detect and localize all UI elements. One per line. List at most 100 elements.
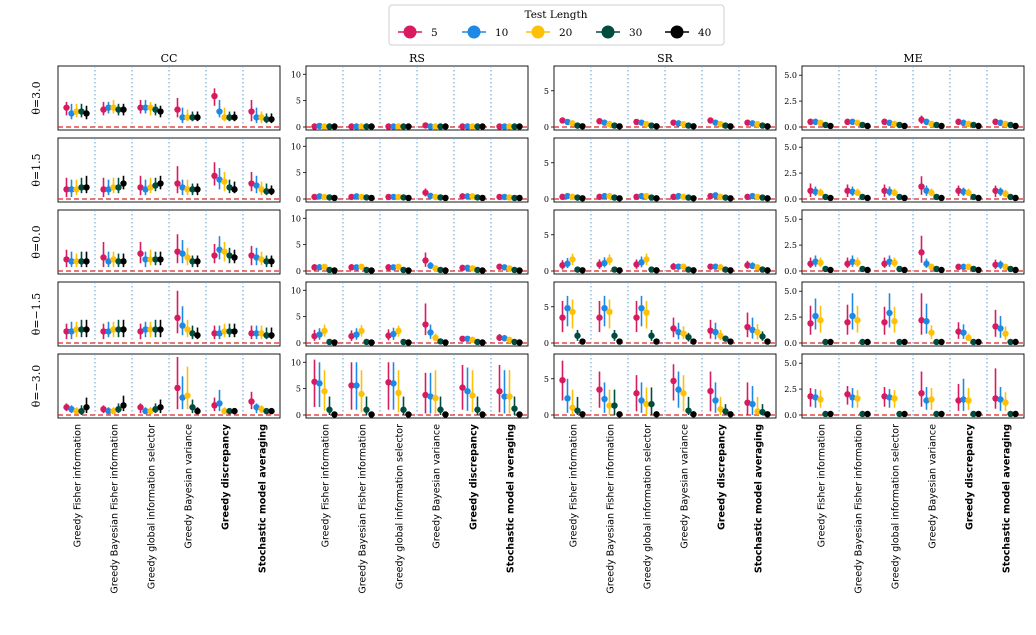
data-point bbox=[263, 407, 270, 415]
data-point bbox=[511, 123, 518, 130]
data-point bbox=[358, 327, 365, 335]
data-point bbox=[501, 193, 508, 201]
data-point bbox=[722, 266, 729, 273]
method-label: Stochastic model averaging bbox=[506, 424, 517, 573]
data-point bbox=[100, 254, 107, 261]
y-tick-label: 0 bbox=[544, 267, 549, 276]
data-point bbox=[653, 123, 660, 130]
data-point bbox=[1002, 190, 1009, 198]
data-point bbox=[400, 123, 407, 130]
data-point bbox=[970, 265, 977, 273]
data-point bbox=[712, 263, 719, 270]
y-tick-label: 10 bbox=[291, 142, 301, 151]
data-point bbox=[685, 194, 692, 201]
data-point bbox=[633, 118, 640, 126]
data-point bbox=[385, 264, 392, 271]
data-point bbox=[881, 118, 888, 126]
data-point bbox=[807, 393, 814, 400]
data-point bbox=[616, 123, 623, 130]
data-point bbox=[749, 192, 756, 200]
data-point bbox=[606, 402, 613, 409]
data-point bbox=[459, 335, 466, 342]
data-point bbox=[479, 194, 486, 202]
data-point bbox=[422, 391, 429, 399]
data-point bbox=[690, 123, 697, 130]
data-point bbox=[268, 332, 275, 339]
data-point bbox=[253, 404, 260, 411]
data-point bbox=[933, 193, 940, 201]
data-point bbox=[137, 328, 144, 335]
data-point bbox=[353, 193, 360, 200]
data-point bbox=[881, 260, 888, 267]
data-point bbox=[707, 387, 714, 395]
data-point bbox=[405, 123, 412, 130]
data-point bbox=[348, 264, 355, 271]
data-point bbox=[754, 408, 761, 415]
data-point bbox=[648, 122, 655, 129]
data-point bbox=[854, 395, 861, 402]
data-point bbox=[385, 193, 392, 201]
data-point bbox=[680, 193, 687, 201]
data-point bbox=[891, 259, 898, 266]
data-point bbox=[400, 406, 407, 413]
data-point bbox=[427, 123, 434, 130]
data-point bbox=[596, 386, 603, 393]
data-point bbox=[331, 411, 338, 418]
data-point bbox=[194, 407, 201, 415]
data-point bbox=[680, 120, 687, 128]
panel: 0 5 10 bbox=[291, 281, 529, 348]
data-point bbox=[918, 317, 925, 324]
data-point bbox=[194, 186, 201, 193]
data-point bbox=[633, 261, 640, 268]
data-point bbox=[496, 334, 503, 341]
data-point bbox=[611, 332, 618, 339]
data-point bbox=[464, 264, 471, 272]
data-point bbox=[78, 326, 85, 333]
data-point bbox=[405, 411, 412, 418]
y-tick-label: 0.0 bbox=[784, 267, 797, 276]
data-point bbox=[891, 189, 898, 196]
data-point bbox=[348, 123, 355, 130]
data-point bbox=[822, 338, 829, 346]
y-tick-label: 5 bbox=[544, 159, 549, 168]
data-point bbox=[253, 114, 260, 121]
data-point bbox=[73, 326, 80, 333]
data-point bbox=[901, 338, 908, 346]
data-point bbox=[938, 194, 945, 202]
data-point bbox=[311, 378, 318, 385]
data-point bbox=[849, 312, 856, 320]
data-point bbox=[152, 106, 159, 113]
data-point bbox=[965, 189, 972, 196]
data-point bbox=[358, 390, 365, 398]
y-tick-label: 5.0 bbox=[784, 287, 797, 296]
data-point bbox=[147, 256, 154, 263]
data-point bbox=[849, 188, 856, 195]
data-point bbox=[579, 123, 586, 130]
data-point bbox=[854, 189, 861, 196]
data-point bbox=[115, 406, 122, 413]
panel: 0.0 2.5 5.0 bbox=[784, 209, 1025, 276]
data-point bbox=[955, 118, 962, 126]
data-point bbox=[263, 258, 270, 265]
data-point bbox=[147, 407, 154, 415]
data-point bbox=[717, 193, 724, 201]
data-point bbox=[511, 266, 518, 274]
data-point bbox=[226, 114, 233, 121]
data-point bbox=[137, 404, 144, 411]
data-point bbox=[83, 110, 90, 117]
data-point bbox=[817, 119, 824, 127]
data-point bbox=[653, 411, 660, 418]
data-point bbox=[827, 266, 834, 274]
method-label: Greedy Fisher information bbox=[73, 424, 84, 547]
data-point bbox=[579, 267, 586, 274]
data-point bbox=[827, 410, 834, 418]
data-point bbox=[326, 406, 333, 413]
data-point bbox=[221, 407, 228, 415]
data-point bbox=[152, 256, 159, 263]
method-label: Greedy discrepancy bbox=[221, 423, 232, 530]
data-point bbox=[690, 195, 697, 202]
data-point bbox=[717, 406, 724, 413]
data-point bbox=[321, 263, 328, 270]
data-point bbox=[501, 264, 508, 271]
data-point bbox=[211, 172, 218, 179]
